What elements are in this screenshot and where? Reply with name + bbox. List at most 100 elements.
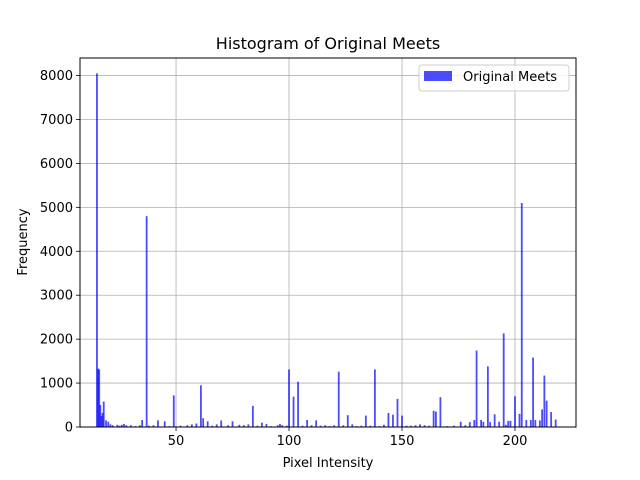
histogram-bar <box>265 423 268 427</box>
legend-box <box>418 64 570 92</box>
histogram-bar <box>125 425 128 427</box>
histogram-bar <box>392 414 394 427</box>
histogram-bar <box>414 425 417 427</box>
histogram-bar <box>285 425 288 427</box>
histogram-bar <box>251 405 254 427</box>
histogram-bar <box>351 424 354 427</box>
histogram-bar <box>256 425 259 427</box>
histogram-bar <box>292 396 295 427</box>
histogram-bar <box>297 381 299 427</box>
histogram-bar <box>428 425 431 427</box>
histogram-bar <box>550 412 553 427</box>
plot-area <box>80 58 576 427</box>
plot-frame <box>79 57 577 428</box>
x-axis-label: Pixel Intensity <box>283 456 374 471</box>
histogram-bar <box>195 423 198 427</box>
histogram-bar <box>369 425 372 427</box>
histogram-bar <box>227 425 229 427</box>
bars <box>96 73 557 427</box>
histogram-bar <box>480 419 482 427</box>
histogram-bar <box>120 424 123 427</box>
y-tick-label: 6000 <box>40 157 73 172</box>
histogram-bar <box>306 419 309 427</box>
y-tick-label: 5000 <box>40 201 73 216</box>
histogram-bar <box>473 419 476 427</box>
histogram-bar <box>220 420 223 427</box>
histogram-bar <box>333 425 336 427</box>
x-axis-ticks: 50 100 150 200 <box>168 427 528 449</box>
histogram-bar <box>453 425 455 427</box>
histogram-bar <box>405 425 408 427</box>
histogram-bar <box>387 412 390 427</box>
y-tick-label: 0 <box>65 421 73 436</box>
chart-title: Histogram of Original Meets <box>216 34 440 53</box>
y-axis-label: Frequency <box>16 208 31 275</box>
histogram-bar <box>534 419 537 427</box>
histogram-bar <box>514 396 516 427</box>
histogram-bar <box>129 425 132 427</box>
histogram-bar <box>554 419 557 427</box>
histogram-bar <box>261 422 263 427</box>
histogram-bar <box>543 375 546 427</box>
histogram-bar <box>109 424 112 427</box>
histogram-bar <box>238 424 241 427</box>
histogram-bar <box>373 369 376 427</box>
x-tick-label: 50 <box>168 434 185 449</box>
histogram-bar <box>541 409 544 427</box>
histogram-bar <box>498 421 501 427</box>
histogram-bar <box>179 425 182 427</box>
histogram-bar <box>464 425 467 427</box>
histogram-bar <box>518 413 521 427</box>
histogram-bar <box>301 425 304 427</box>
histogram-bar <box>346 415 349 427</box>
histogram-bar <box>276 425 279 427</box>
grid <box>80 58 576 428</box>
histogram-bar <box>138 425 141 427</box>
histogram-bar <box>475 350 478 427</box>
histogram-bar <box>99 405 102 427</box>
histogram-bar <box>532 357 534 427</box>
histogram-bar <box>459 421 462 427</box>
histogram-bar <box>105 420 107 427</box>
histogram-bar <box>434 411 437 427</box>
histogram-bar <box>410 425 412 427</box>
y-tick-label: 8000 <box>40 69 73 84</box>
histogram-bar <box>206 421 209 427</box>
histogram-bar <box>364 415 367 427</box>
histogram-bar <box>529 419 532 427</box>
histogram-bar <box>439 397 442 427</box>
x-tick-label: 200 <box>503 434 528 449</box>
histogram-bar <box>97 368 99 427</box>
histogram-bar <box>247 424 250 427</box>
y-tick-label: 4000 <box>40 245 73 260</box>
histogram-bar <box>383 424 385 427</box>
histogram-bar <box>145 216 148 427</box>
histogram-bar <box>211 425 214 427</box>
legend: Original Meets <box>418 64 570 92</box>
histogram-bar <box>525 419 528 427</box>
x-tick-label: 100 <box>277 434 302 449</box>
histogram-bar <box>502 333 505 427</box>
histogram-bar <box>423 425 426 427</box>
histogram-bar <box>319 425 322 427</box>
histogram-bar <box>493 414 496 427</box>
histogram-bar <box>202 418 205 427</box>
x-tick-label: 150 <box>390 434 415 449</box>
histogram-bar <box>111 425 114 427</box>
histogram-bar <box>337 371 340 427</box>
histogram-bar <box>505 424 507 427</box>
histogram-bar <box>98 369 101 427</box>
histogram-bar <box>509 420 512 427</box>
histogram-bar <box>102 401 105 427</box>
histogram-bar <box>190 424 193 427</box>
histogram-bar <box>520 202 523 427</box>
histogram-bar <box>152 425 155 427</box>
histogram-bar <box>186 425 189 427</box>
histogram-bar <box>96 73 98 427</box>
histogram-bar <box>118 425 121 427</box>
histogram-bar <box>507 420 510 427</box>
histogram-bar <box>199 385 202 427</box>
histogram-bar <box>310 425 313 427</box>
histogram-bar <box>172 395 175 427</box>
histogram-bar <box>157 420 159 427</box>
